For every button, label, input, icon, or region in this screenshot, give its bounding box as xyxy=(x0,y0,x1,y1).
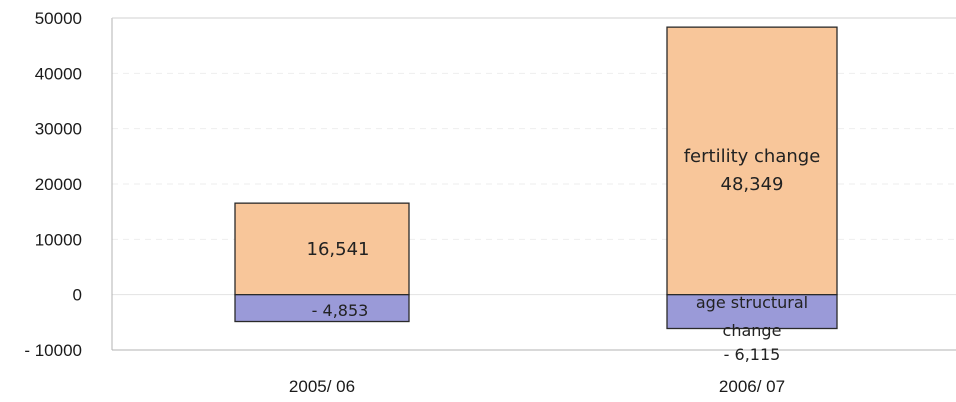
data-label-age-structural: - 6,115 xyxy=(724,345,781,364)
bar-fertility-change xyxy=(666,26,838,296)
category-labels: 2005/ 06 2006/ 07 xyxy=(289,377,785,396)
data-labels: 16,541 - 4,853 fertility change 48,349 age s… xyxy=(307,146,821,364)
data-label-age-structural: - 4,853 xyxy=(312,301,369,320)
data-label-fertility: 48,349 xyxy=(721,174,784,195)
data-label-fertility: 16,541 xyxy=(307,239,370,260)
series-name-fertility-change: fertility change xyxy=(684,146,821,167)
y-tick-label: 0 xyxy=(73,286,82,305)
y-tick-label: 10000 xyxy=(35,230,82,249)
x-category-label: 2006/ 07 xyxy=(719,377,785,396)
y-tick-label: - 10000 xyxy=(24,341,82,360)
y-tick-label: 50000 xyxy=(35,9,82,28)
bars xyxy=(234,26,838,330)
y-tick-label: 30000 xyxy=(35,120,82,139)
y-tick-labels: 50000 40000 30000 20000 10000 0 - 10000 xyxy=(24,9,82,360)
bar-age-structural-change xyxy=(666,294,838,330)
x-category-label: 2005/ 06 xyxy=(289,377,355,396)
series-name-age-structural-line1: age structural xyxy=(696,293,808,312)
y-tick-label: 20000 xyxy=(35,175,82,194)
series-name-age-structural-line2: change xyxy=(723,321,782,340)
y-tick-label: 40000 xyxy=(35,64,82,83)
axes xyxy=(111,17,956,351)
bar-fertility-change xyxy=(234,202,410,296)
bar-age-structural-change xyxy=(234,294,410,323)
